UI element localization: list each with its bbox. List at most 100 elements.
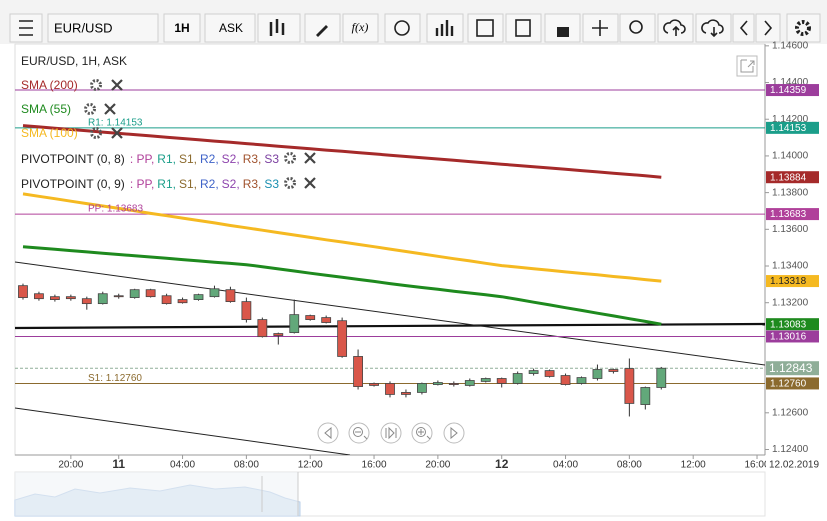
next-button[interactable]	[755, 13, 781, 43]
x-tick-label: 08:00	[234, 460, 259, 471]
price-tag	[766, 208, 819, 221]
candle-body	[113, 295, 124, 298]
pivot-legend-item: : PP,	[130, 177, 154, 191]
y-tick-label: 1.12600	[772, 407, 809, 418]
x-tick-label: 12:00	[298, 460, 323, 471]
close-icon[interactable]	[104, 103, 116, 115]
close-icon[interactable]	[111, 79, 123, 91]
y-tick-label: 1.12400	[772, 444, 809, 455]
icon	[450, 426, 458, 440]
candle-body	[401, 392, 411, 395]
candle-body	[161, 295, 172, 305]
candle-body	[273, 333, 284, 336]
gear-icon[interactable]	[90, 127, 102, 139]
news-button[interactable]	[505, 13, 542, 43]
candle-body	[640, 387, 651, 405]
price-tag-label: 1.14153	[770, 123, 807, 134]
icon	[385, 426, 397, 440]
pivot-legend-item: R2,	[200, 177, 219, 191]
trend-line	[15, 322, 765, 330]
pivot-legend-item: S2,	[222, 152, 240, 166]
settings-button[interactable]	[786, 13, 821, 43]
symbol-field[interactable]	[47, 13, 159, 43]
price-tag-label: 1.12760	[770, 379, 807, 390]
draw-button[interactable]	[304, 13, 341, 43]
price-tag	[766, 84, 819, 97]
price-tag-label: 1.14359	[770, 85, 807, 96]
info-button[interactable]	[384, 13, 421, 43]
candle-body	[464, 380, 475, 386]
pivot-legend-item: S3	[264, 152, 279, 166]
legend: EUR/USD, 1H, ASK SMA (200) SMA (55) SMA (1…	[21, 54, 279, 191]
pivot-legend: PIVOTPOINT (0, 9): PP, R1, S1, R2, S2, R3, S3	[21, 177, 279, 191]
candle-body	[624, 368, 635, 404]
candle-body	[81, 298, 92, 305]
candle-body	[576, 377, 587, 384]
navigator	[14, 471, 766, 517]
prev-button[interactable]	[732, 13, 755, 43]
gear-icon[interactable]	[90, 79, 102, 91]
candle-body	[65, 296, 76, 300]
date-label-box	[766, 458, 822, 472]
price-type-button[interactable]	[204, 13, 256, 43]
candle-body	[225, 289, 236, 303]
y-tick-label: 1.14200	[772, 114, 809, 125]
close-icon[interactable]	[304, 177, 316, 189]
zoom-in-button[interactable]	[411, 422, 433, 444]
y-tick-label: 1.13200	[772, 297, 809, 308]
y-tick-label: 1.14000	[772, 151, 809, 162]
scroll-left-button[interactable]	[317, 422, 339, 444]
trend-line	[15, 407, 351, 455]
navigator-shade	[15, 472, 298, 516]
prev-icon	[739, 20, 748, 36]
trend-line	[15, 261, 765, 366]
legend-controls	[84, 55, 758, 189]
chart-type-button[interactable]	[257, 13, 301, 43]
pivot-legend-item: R3,	[243, 177, 262, 191]
close-icon[interactable]	[111, 127, 123, 139]
scroll-right-button[interactable]	[443, 422, 465, 444]
price-tag	[766, 377, 819, 390]
price-tag-label: 1.13083	[770, 319, 807, 330]
y-tick-label: 1.13600	[772, 224, 809, 235]
candle-body	[305, 315, 316, 320]
candle-body	[608, 369, 619, 372]
reset-button[interactable]	[380, 422, 402, 444]
pivot-legend-item: S2,	[222, 177, 240, 191]
pivot-legend-item: : PP,	[130, 152, 154, 166]
price-tag-label: 1.13016	[770, 332, 807, 343]
icon	[353, 427, 363, 437]
candle-body	[241, 301, 252, 320]
gear-icon[interactable]	[284, 152, 296, 164]
x-tick-label: 16:00	[745, 460, 770, 471]
close-icon[interactable]	[304, 152, 316, 164]
y-tick-label: 1.13800	[772, 187, 809, 198]
pivot-legend-name: PIVOTPOINT (0, 8)	[21, 152, 125, 166]
indicators-button[interactable]	[342, 13, 379, 43]
candle-body	[512, 373, 523, 384]
candle-body	[145, 289, 156, 298]
candle-body	[656, 367, 667, 388]
price-tag	[766, 318, 819, 331]
candle-body	[432, 382, 443, 385]
gear-icon[interactable]	[84, 103, 96, 115]
zoom-out-button[interactable]	[348, 422, 370, 444]
x-tick-label: 08:00	[617, 460, 642, 471]
volume-button[interactable]	[426, 13, 464, 43]
candle-body	[337, 320, 348, 357]
popout-button[interactable]	[736, 55, 758, 77]
candle-body	[544, 370, 555, 377]
x-tick-label: 12	[495, 457, 509, 471]
pivot-legend-item: S1,	[179, 152, 197, 166]
gear-icon[interactable]	[284, 177, 296, 189]
calendar-button[interactable]	[467, 13, 504, 43]
timeframe-button[interactable]	[163, 13, 201, 43]
candle-body	[369, 383, 379, 386]
menu-icon	[19, 20, 33, 36]
zoom-button[interactable]	[619, 13, 656, 43]
x-tick-label: 20:00	[425, 460, 450, 471]
legend-entry: SMA (200)	[21, 78, 78, 92]
candle-body	[496, 378, 507, 384]
candle-body	[480, 378, 491, 382]
